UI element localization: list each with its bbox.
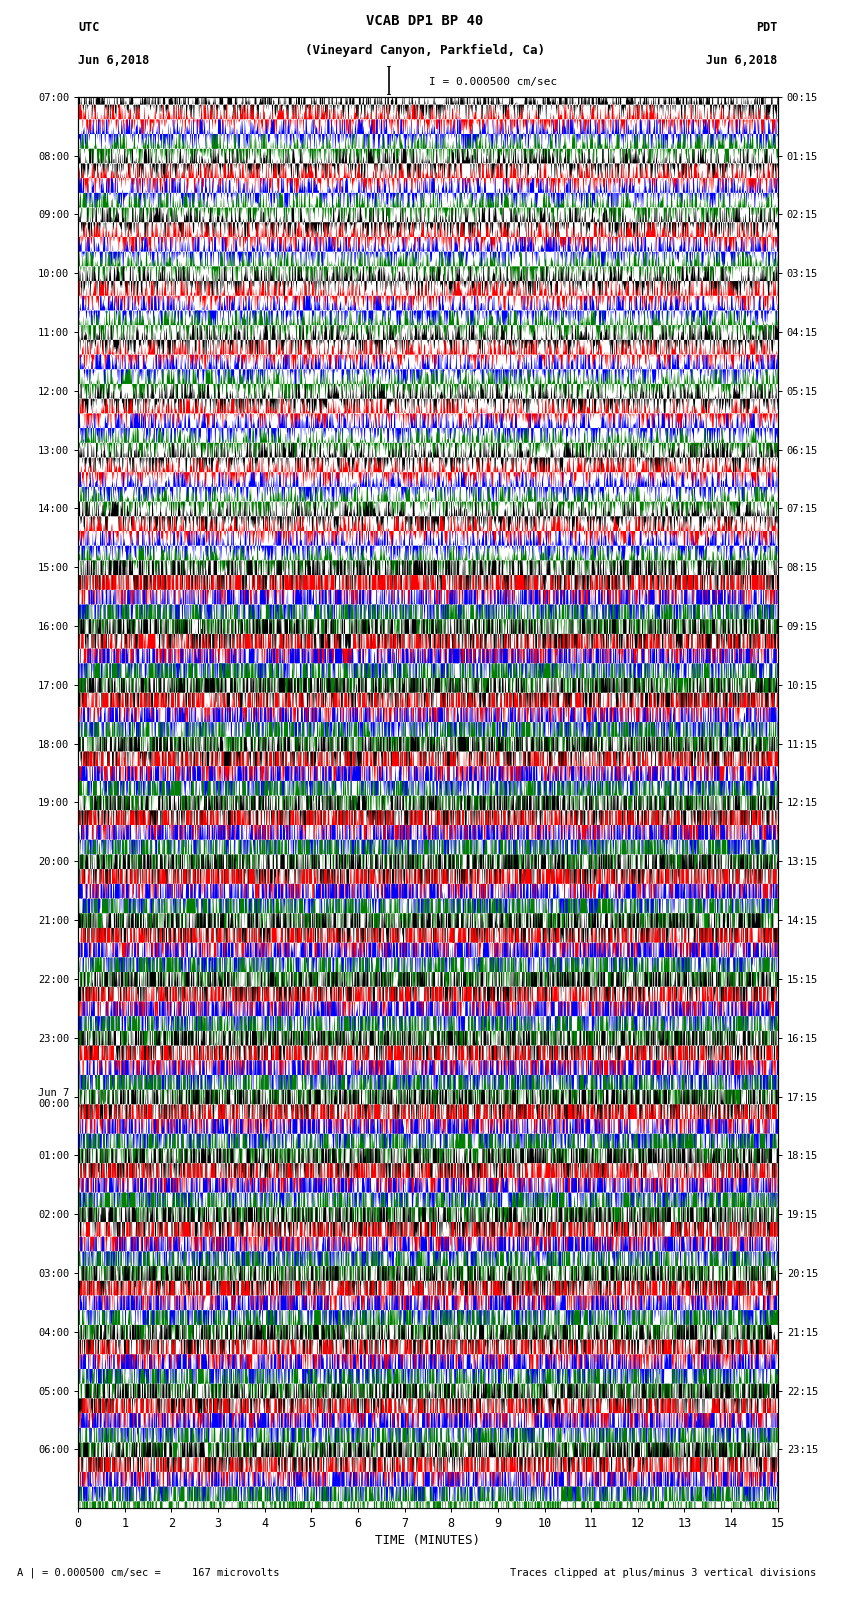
Text: Jun 6,2018: Jun 6,2018 [78, 53, 150, 66]
Text: PDT: PDT [756, 21, 778, 34]
Text: A | = 0.000500 cm/sec =     167 microvolts: A | = 0.000500 cm/sec = 167 microvolts [17, 1568, 280, 1579]
X-axis label: TIME (MINUTES): TIME (MINUTES) [376, 1534, 480, 1547]
Text: Traces clipped at plus/minus 3 vertical divisions: Traces clipped at plus/minus 3 vertical … [510, 1568, 816, 1578]
Text: I = 0.000500 cm/sec: I = 0.000500 cm/sec [429, 77, 558, 87]
Text: VCAB DP1 BP 40: VCAB DP1 BP 40 [366, 15, 484, 29]
Text: (Vineyard Canyon, Parkfield, Ca): (Vineyard Canyon, Parkfield, Ca) [305, 44, 545, 56]
Text: Jun 6,2018: Jun 6,2018 [706, 53, 778, 66]
Text: UTC: UTC [78, 21, 99, 34]
